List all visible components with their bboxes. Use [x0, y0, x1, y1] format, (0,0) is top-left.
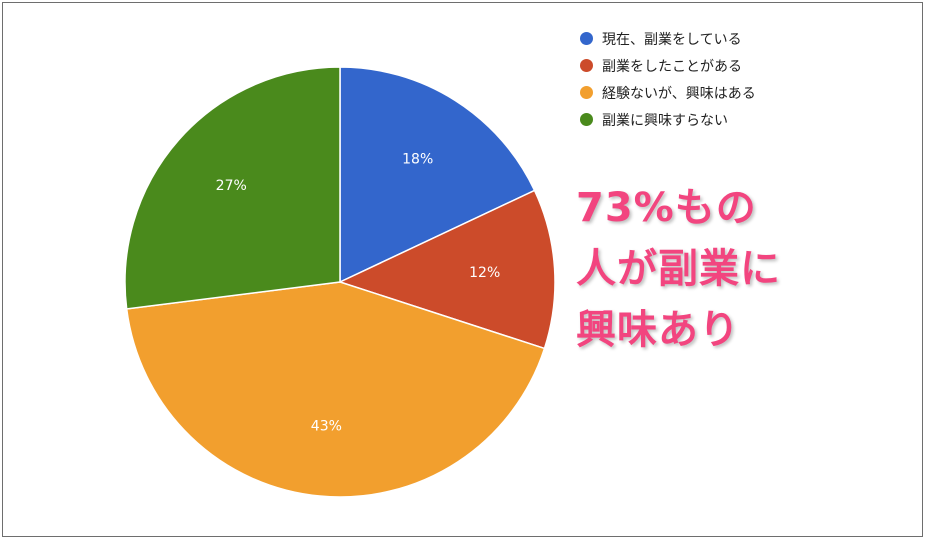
- slice-value-label: 18%: [402, 152, 433, 168]
- legend-label: 現在、副業をしている: [602, 31, 742, 48]
- callout-line-2: 人が副業に: [576, 246, 781, 292]
- legend-dot-3: [580, 113, 593, 126]
- legend-item-interested: 経験ないが、興味はある: [580, 79, 756, 106]
- legend-label: 副業に興味すらない: [602, 112, 728, 129]
- slice-had-side-job: [337, 189, 556, 350]
- legend-dot-1: [580, 59, 593, 72]
- legend-dot-0: [580, 32, 593, 45]
- legend-label: 経験ないが、興味はある: [602, 85, 756, 102]
- slice-not-interested: [124, 66, 341, 310]
- legend-item-currently-side-job: 現在、副業をしている: [580, 25, 756, 52]
- legend-dot-2: [580, 86, 593, 99]
- legend-item-not-interested: 副業に興味すらない: [580, 106, 756, 133]
- slice-value-label: 43%: [311, 418, 342, 434]
- slice-value-label: 27%: [216, 178, 247, 194]
- legend-label: 副業をしたことがある: [602, 58, 742, 75]
- callout-line-1: 73%もの: [576, 185, 757, 231]
- callout-text: 73%もの 人が副業に 興味あり: [576, 178, 781, 361]
- slice-value-label: 12%: [469, 265, 500, 281]
- callout-line-3: 興味あり: [576, 307, 740, 353]
- legend: 現在、副業をしている 副業をしたことがある 経験ないが、興味はある 副業に興味す…: [580, 25, 756, 133]
- slice-interested: [125, 281, 546, 498]
- legend-item-had-side-job: 副業をしたことがある: [580, 52, 756, 79]
- slice-currently-side-job: [339, 66, 536, 284]
